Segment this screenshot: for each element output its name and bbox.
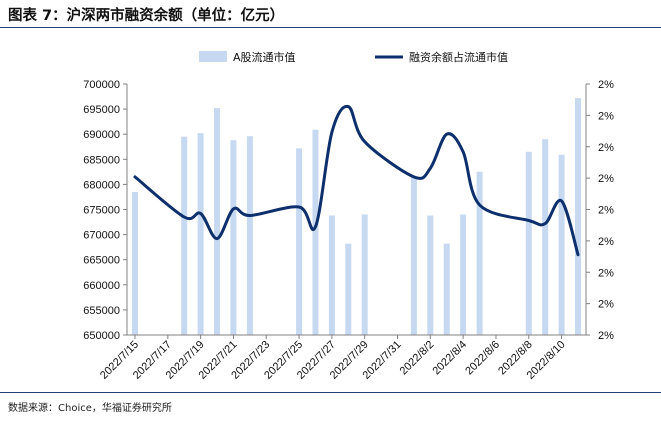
source-note: 数据来源：Choice，华福证券研究所	[8, 403, 172, 414]
bar-2022-8-2	[427, 215, 434, 335]
left-tick-label: 700000	[83, 79, 120, 91]
bar-2022-7-21	[230, 140, 237, 335]
bar-2022-7-26	[312, 129, 319, 335]
chart-legend: A股流通市值 融资余额占流通市值	[199, 50, 508, 64]
right-tick-label: 2%	[598, 236, 614, 248]
left-tick-label: 695000	[83, 104, 120, 116]
chart-axes: 650000 655000 660000 665000 670000 675000 6800…	[83, 79, 614, 382]
right-tick-label: 2%	[598, 110, 614, 122]
bar-2022-8-8	[525, 151, 532, 335]
right-tick-label: 2%	[598, 299, 614, 311]
financing-balance-chart: A股流通市值 融资余额占流通市值 650000 655000 660000 66500…	[83, 50, 614, 382]
bar-2022-7-27	[328, 215, 335, 335]
bar-series	[132, 98, 581, 335]
figure-title: 图表 7：沪深两市融资余额（单位：亿元）	[8, 8, 285, 24]
right-tick-label: 2%	[598, 142, 614, 154]
legend-label-line: 融资余额占流通市值	[409, 50, 508, 64]
bar-2022-8-10	[558, 154, 565, 335]
footer-divider	[0, 392, 661, 393]
bar-2022-8-5	[476, 171, 483, 335]
bar-2022-8-4	[460, 214, 467, 335]
bar-2022-7-19	[197, 133, 204, 335]
bar-2022-7-20	[214, 108, 220, 335]
x-tick-label: 2022/8/2	[398, 339, 437, 378]
bar-2022-7-29	[361, 214, 368, 335]
right-tick-label: 2%	[598, 205, 614, 217]
right-tick-label: 2%	[598, 173, 614, 185]
left-tick-label: 680000	[83, 179, 120, 191]
bar-2022-8-3	[443, 243, 450, 335]
bar-2022-7-28	[345, 243, 352, 335]
bar-2022-7-15	[132, 191, 138, 335]
right-tick-label: 2%	[598, 267, 614, 279]
legend-swatch-bar	[199, 51, 227, 62]
bar-2022-7-18	[181, 136, 188, 335]
bar-2022-7-25	[296, 148, 303, 335]
right-tick-label: 2%	[598, 79, 614, 91]
left-tick-label: 650000	[83, 330, 120, 342]
left-tick-label: 690000	[83, 129, 120, 141]
right-tick-label: 2%	[598, 330, 614, 342]
title-divider	[0, 27, 661, 28]
left-tick-label: 660000	[83, 280, 120, 292]
bar-2022-7-22	[246, 136, 253, 335]
line-financing-ratio	[133, 104, 580, 257]
legend-label-bar: A股流通市值	[233, 50, 296, 64]
bar-2022-8-1	[410, 176, 417, 335]
line-series	[133, 104, 580, 257]
x-tick-label: 2022/8/6	[463, 339, 502, 378]
bar-2022-8-11	[575, 98, 581, 335]
bar-2022-8-9	[542, 139, 549, 335]
left-tick-label: 685000	[83, 154, 120, 166]
left-tick-label: 665000	[83, 255, 120, 267]
left-tick-label: 670000	[83, 230, 120, 242]
left-tick-label: 655000	[83, 305, 120, 317]
left-tick-label: 675000	[83, 205, 120, 217]
x-tick-label: 2022/8/4	[431, 339, 470, 378]
